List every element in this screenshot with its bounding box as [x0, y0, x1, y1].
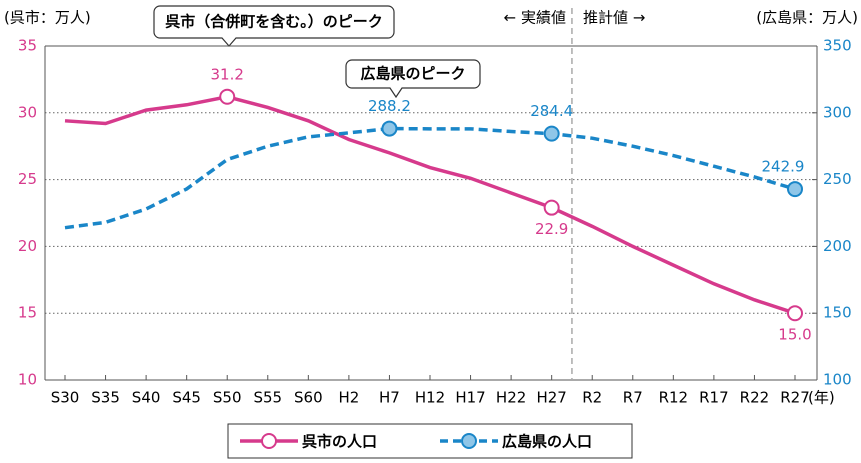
x-tick-label: S35 [91, 389, 120, 407]
legend-label: 呉市の人口 [302, 433, 377, 451]
x-tick-label: R22 [740, 389, 770, 407]
x-unit-label: (年) [808, 389, 835, 407]
point-marker [381, 120, 398, 137]
x-tick-label: R12 [659, 389, 689, 407]
x-tick-label: S45 [172, 389, 201, 407]
annotation: 広島県のピーク [360, 65, 465, 83]
x-tick-label: H7 [379, 389, 400, 407]
x-tick-label: S60 [294, 389, 323, 407]
annotation: 推計値 → [583, 9, 645, 27]
x-tick-label: R2 [582, 389, 602, 407]
x-tick-label: R27 [780, 389, 810, 407]
y2-tick-label: 350 [823, 37, 852, 55]
y-tick-label: 15 [18, 304, 37, 322]
x-tick-label: H27 [536, 389, 566, 407]
value-label: 284.4 [530, 102, 573, 120]
y2-tick-label: 150 [823, 304, 852, 322]
x-tick-label: R7 [623, 389, 643, 407]
x-tick-label: H17 [455, 389, 485, 407]
y2-tick-label: 300 [823, 103, 852, 121]
x-tick-label: S50 [213, 389, 242, 407]
y-tick-label: 20 [18, 237, 37, 255]
legend-label: 広島県の人口 [502, 433, 592, 451]
callout [345, 59, 481, 99]
y2-tick-label: 250 [823, 170, 852, 188]
series-line [64, 94, 796, 315]
y-tick-label: 30 [18, 103, 37, 121]
x-tick-label: S55 [253, 389, 282, 407]
y-axis-label: (呉市：万人) [4, 9, 91, 27]
x-tick-label: S30 [51, 389, 80, 407]
y-tick-label: 35 [18, 37, 37, 55]
point-marker [787, 181, 803, 198]
x-tick-label: H12 [415, 389, 445, 407]
y2-axis-label: (広島県：万人) [756, 9, 858, 27]
legend-marker [261, 433, 277, 449]
x-tick-label: R17 [699, 389, 729, 407]
point-marker [543, 199, 560, 216]
legend-marker [461, 433, 477, 449]
value-label: 22.9 [535, 220, 568, 238]
annotation: 呉市（合併町を含む。）のピーク [165, 13, 383, 31]
point-marker [219, 88, 236, 105]
annotation: ← 実績値 [504, 9, 566, 27]
x-tick-label: H2 [338, 389, 359, 407]
value-label: 288.2 [368, 97, 411, 115]
series-line [64, 126, 796, 230]
point-marker [543, 125, 560, 142]
value-label: 31.2 [211, 65, 244, 83]
value-label: 15.0 [778, 326, 811, 344]
y2-tick-label: 200 [823, 237, 852, 255]
x-tick-label: S40 [132, 389, 161, 407]
y-tick-label: 10 [18, 371, 37, 389]
value-label: 242.9 [762, 158, 805, 176]
x-tick-label: H22 [496, 389, 526, 407]
point-marker [787, 305, 803, 322]
y2-tick-label: 100 [823, 371, 852, 389]
callout [153, 5, 395, 47]
y-tick-label: 25 [18, 170, 37, 188]
